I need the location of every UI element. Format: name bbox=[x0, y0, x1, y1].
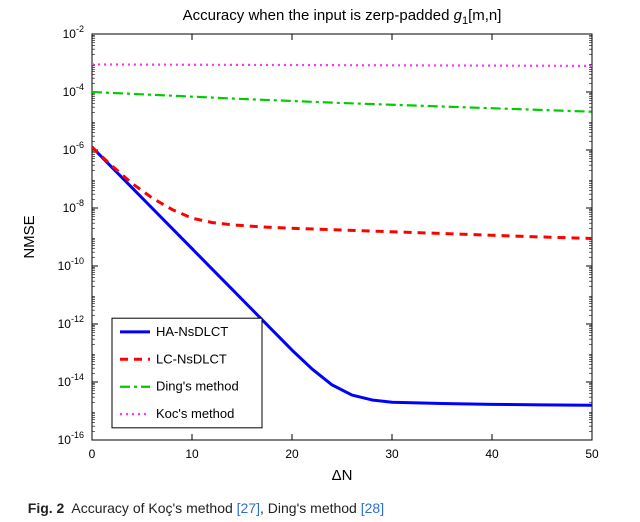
nmse-accuracy-chart: 0102030405010-1610-1410-1210-1010-810-61… bbox=[0, 0, 616, 490]
x-axis-label: ΔN bbox=[332, 467, 353, 484]
figure-caption: Fig. 2 Accuracy of Koç's method [27], Di… bbox=[20, 484, 384, 516]
x-tick-label: 20 bbox=[285, 447, 299, 461]
caption-fig-label: Fig. 2 bbox=[28, 500, 65, 516]
legend-label: Ding's method bbox=[156, 379, 239, 394]
caption-text-2: , Ding's method bbox=[260, 500, 361, 516]
y-axis-label: NMSE bbox=[21, 215, 38, 258]
legend-label: LC-NsDLCT bbox=[156, 351, 227, 366]
x-tick-label: 50 bbox=[585, 447, 599, 461]
x-tick-label: 10 bbox=[185, 447, 199, 461]
legend-label: HA-NsDLCT bbox=[156, 324, 228, 339]
legend-label: Koc's method bbox=[156, 406, 234, 421]
caption-ref-2: [28] bbox=[361, 500, 384, 516]
caption-ref-1: [27] bbox=[237, 500, 260, 516]
caption-text-1: Accuracy of Koç's method bbox=[64, 500, 236, 516]
x-tick-label: 30 bbox=[385, 447, 399, 461]
x-tick-label: 40 bbox=[485, 447, 499, 461]
x-tick-label: 0 bbox=[89, 447, 96, 461]
